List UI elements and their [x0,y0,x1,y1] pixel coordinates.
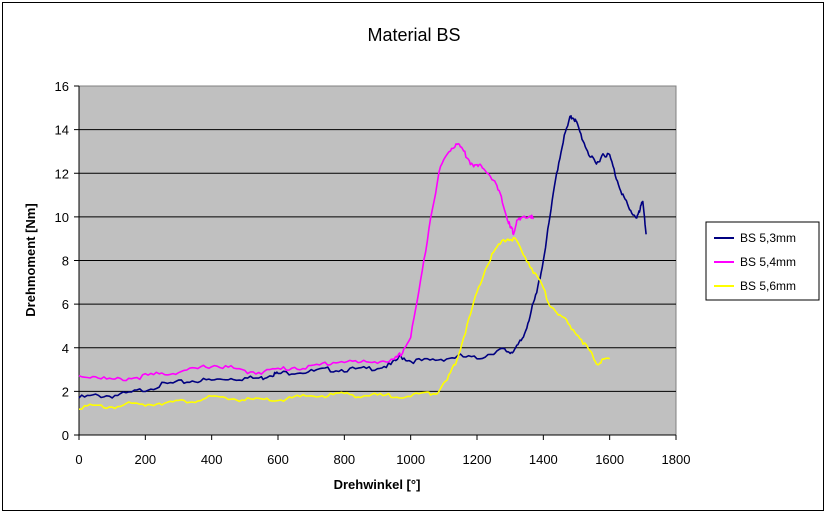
legend-label-0: BS 5,3mm [740,231,796,245]
gridlines [79,129,676,392]
series-line-1 [78,142,535,382]
series-line-0 [78,115,647,399]
y-tick-label: 2 [62,384,69,399]
x-tick-label: 1400 [529,452,558,467]
x-tick-label: 400 [201,452,223,467]
x-tick-label: 1600 [595,452,624,467]
y-tick-label: 0 [62,428,69,443]
y-tick-label: 6 [62,297,69,312]
y-tick-labels: 0 2 4 6 8 10 12 14 16 [55,79,69,443]
axes [74,85,677,440]
y-axis-label: Drehmoment [Nm] [23,203,38,316]
x-tick-label: 800 [333,452,355,467]
x-tick-label: 1800 [662,452,691,467]
x-axis-label: Drehwinkel [°] [334,477,421,492]
x-tick-label: 0 [75,452,82,467]
x-tick-label: 600 [267,452,289,467]
series-group [78,115,647,410]
chart-title: Material BS [367,25,460,45]
legend: BS 5,3mm BS 5,4mm BS 5,6mm [705,221,820,301]
y-tick-label: 4 [62,341,69,356]
x-tick-label: 200 [134,452,156,467]
legend-label-1: BS 5,4mm [740,255,796,269]
y-tick-label: 8 [62,254,69,269]
series-line-2 [78,237,610,410]
x-tick-label: 1200 [463,452,492,467]
y-tick-label: 16 [55,79,69,94]
x-tick-labels: 0 200 400 600 800 1000 1200 1400 1600 1800 [75,452,690,467]
y-tick-label: 12 [55,166,69,181]
legend-label-2: BS 5,6mm [740,279,796,293]
x-tick-label: 1000 [396,452,425,467]
y-tick-label: 14 [55,123,69,138]
y-tick-label: 10 [55,210,69,225]
